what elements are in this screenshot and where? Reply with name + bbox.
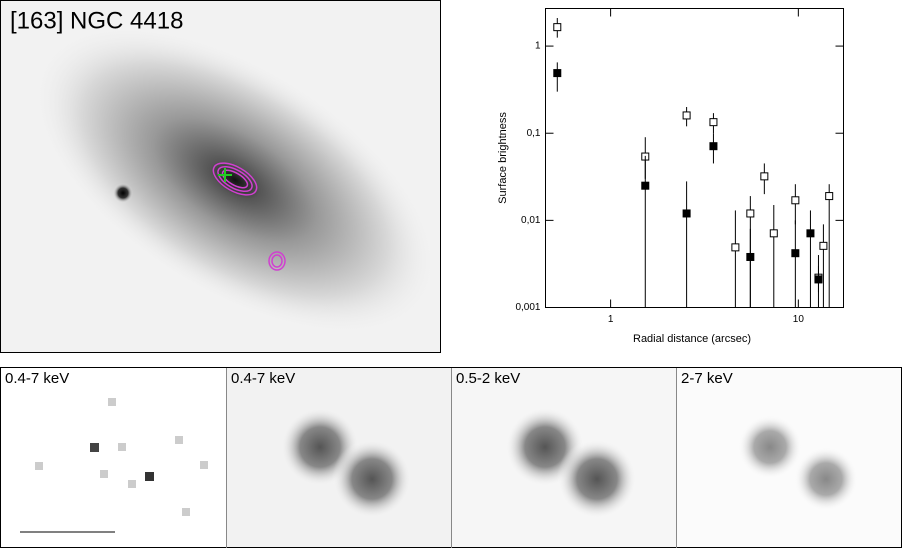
image-title: [163] NGC 4418 <box>10 7 183 34</box>
image-frame <box>0 0 441 353</box>
y-tick-label: 0,01 <box>521 215 541 226</box>
point <box>553 23 562 32</box>
point <box>825 192 834 201</box>
x-tick-label: 1 <box>608 314 614 325</box>
contours <box>212 162 286 271</box>
point <box>791 249 800 258</box>
point <box>731 243 740 252</box>
point <box>709 142 718 151</box>
panel-label: 0.5-2 keV <box>456 370 520 387</box>
y-tick-label: 0,1 <box>527 128 541 139</box>
point <box>791 196 800 205</box>
x-tick-label: 10 <box>793 314 805 325</box>
x-axis-label: Radial distance (arcsec) <box>633 333 751 345</box>
point <box>806 229 815 238</box>
point <box>682 111 691 120</box>
plot-frame <box>545 8 844 308</box>
point <box>760 172 769 181</box>
point <box>819 241 828 250</box>
point <box>814 275 823 284</box>
panel-label: 0.4-7 keV <box>231 370 295 387</box>
point <box>746 209 755 218</box>
point <box>709 118 718 127</box>
center-cross <box>218 168 232 182</box>
point <box>769 229 778 238</box>
galaxy-image <box>1 1 440 352</box>
point <box>746 252 755 261</box>
panel-label: 0.4-7 keV <box>5 370 69 387</box>
point <box>682 209 691 218</box>
y-tick-label: 1 <box>535 41 541 52</box>
point <box>641 181 650 190</box>
point <box>553 69 562 78</box>
bottom-panels <box>0 367 902 548</box>
y-axis-label: Surface brightness <box>497 112 509 204</box>
y-tick-label: 0,001 <box>515 302 540 313</box>
panel-label: 2-7 keV <box>681 370 733 387</box>
